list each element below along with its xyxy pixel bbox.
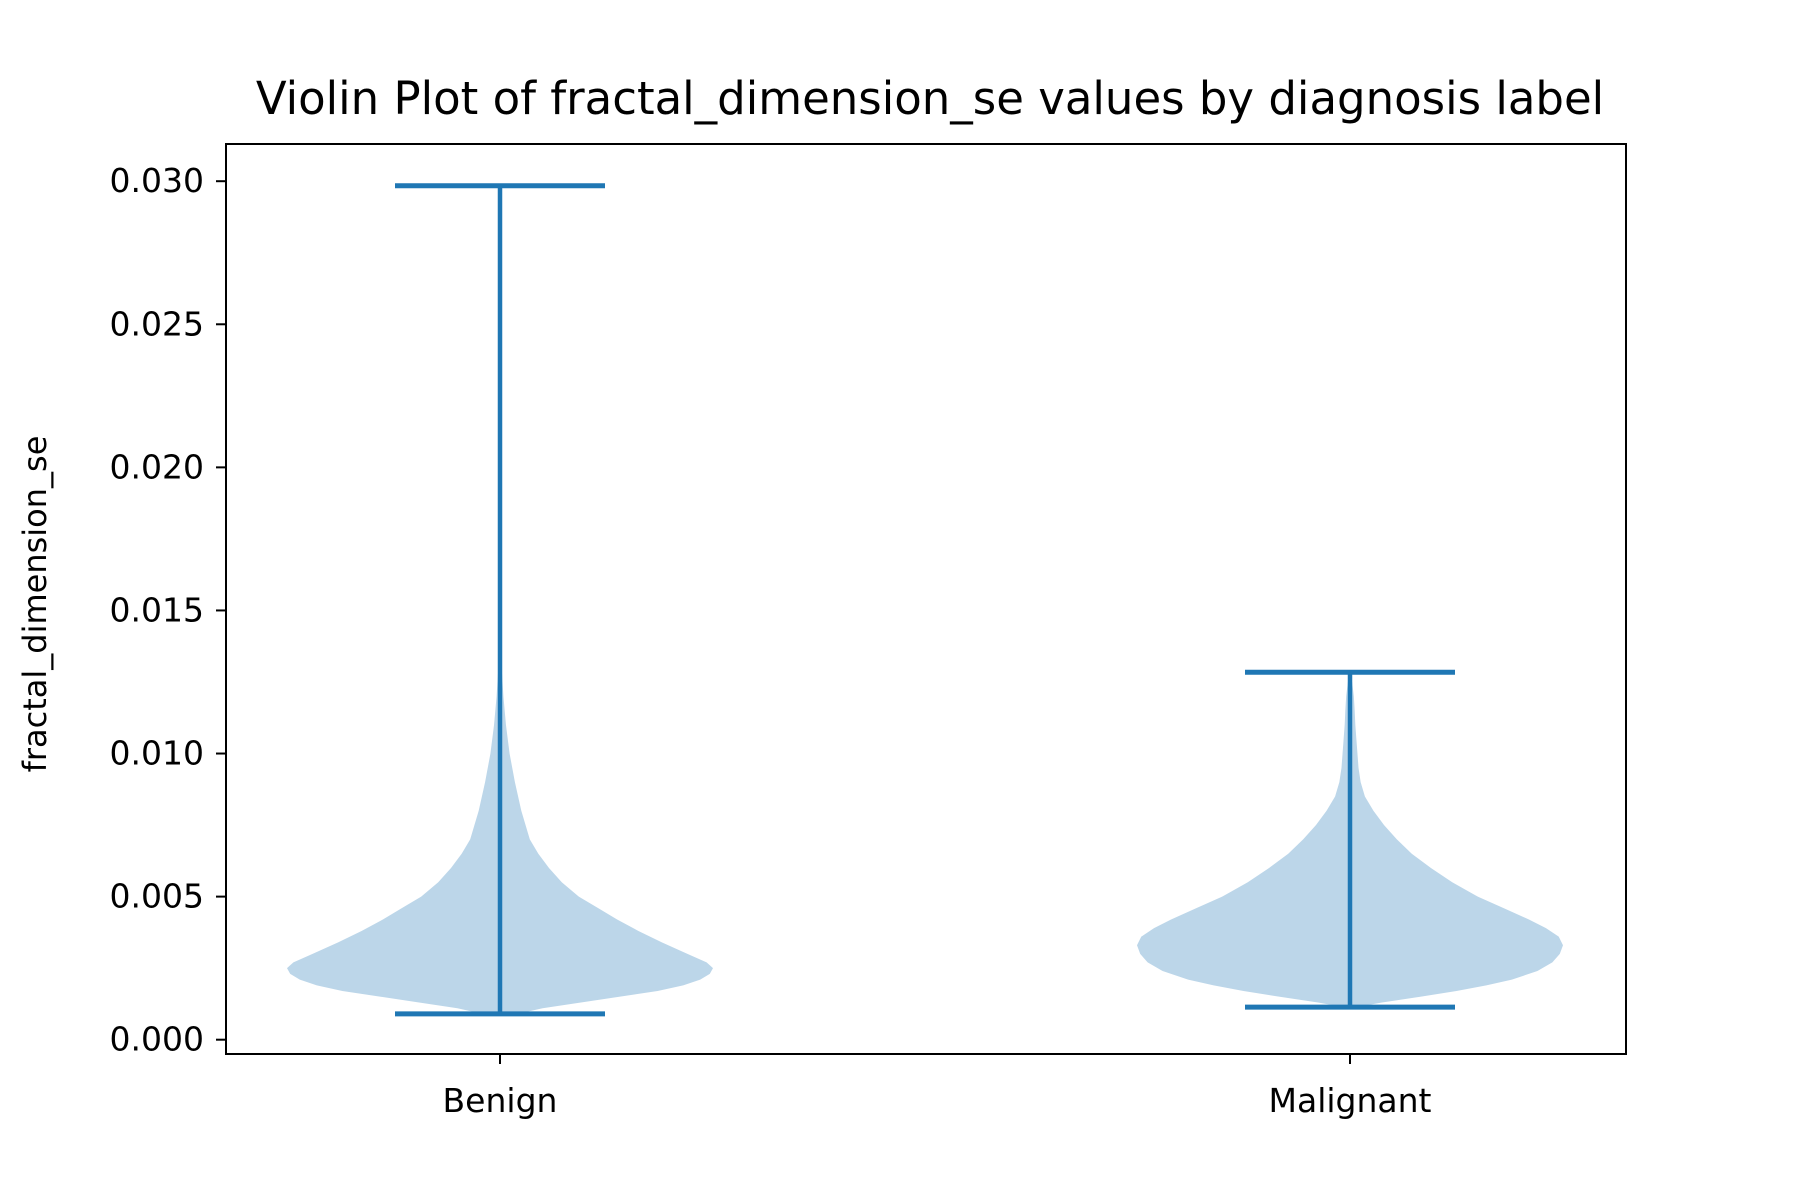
y-tick-label-0: 0.000 [110, 1020, 204, 1059]
x-tick-label-malignant: Malignant [1269, 1081, 1432, 1120]
plot-frame [225, 143, 1627, 1055]
y-tick-label-6: 0.030 [110, 161, 204, 200]
y-axis-label: fractal_dimension_se [16, 436, 54, 773]
y-tick-label-1: 0.005 [110, 877, 204, 916]
y-tick-label-2: 0.010 [110, 734, 204, 773]
y-tick-label-4: 0.020 [110, 447, 204, 486]
x-tick-label-benign: Benign [443, 1081, 558, 1120]
chart-title: Violin Plot of fractal_dimension_se valu… [256, 72, 1604, 125]
axis-layer: Benign Malignant 0.000 0.005 0.010 0.015 0.020… [110, 161, 1432, 1120]
y-tick-label-5: 0.025 [110, 304, 204, 343]
y-tick-label-3: 0.015 [110, 590, 204, 629]
violin-layer [287, 183, 1563, 1017]
